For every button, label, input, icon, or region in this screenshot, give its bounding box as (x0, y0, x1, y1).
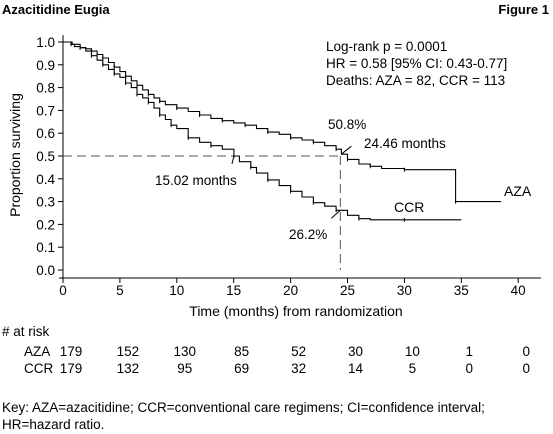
ccr-median-months: 15.02 months (155, 173, 237, 188)
x-tick-label: 30 (397, 283, 412, 298)
y-tick-label: 1.0 (36, 35, 55, 50)
key-line-2: HR=hazard ratio. (2, 417, 105, 432)
at-risk-value: 0 (466, 361, 474, 376)
x-tick-label: 15 (226, 283, 241, 298)
at-risk-value: 179 (60, 344, 83, 359)
at-risk-value: 32 (291, 361, 306, 376)
at-risk-value: 52 (291, 344, 306, 359)
figure-label: Figure 1 (498, 2, 549, 17)
x-tick-label: 10 (169, 283, 184, 298)
at-risk-value: 130 (174, 344, 197, 359)
at-risk-label-ccr: CCR (24, 361, 53, 376)
y-tick-label: 0.5 (36, 149, 55, 164)
at-risk-value: 5 (409, 361, 417, 376)
ccr-series-label: CCR (394, 199, 424, 215)
x-tick-label: 40 (511, 283, 526, 298)
stats-hr: HR = 0.58 [95% CI: 0.43-0.77] (326, 56, 507, 71)
at-risk-value: 14 (348, 361, 364, 376)
y-axis-label: Proportion surviving (7, 93, 23, 217)
y-tick-label: 0.1 (36, 240, 55, 255)
ccr-percent-at-aza-median: 26.2% (289, 227, 327, 242)
at-risk-value: 1 (466, 344, 474, 359)
at-risk-label-aza: AZA (24, 344, 50, 359)
y-tick-label: 0.0 (36, 263, 55, 278)
at-risk-value: 152 (117, 344, 140, 359)
y-tick-label: 0.8 (36, 81, 55, 96)
x-tick-label: 20 (283, 283, 298, 298)
at-risk-value: 95 (177, 361, 192, 376)
survival-curves (63, 41, 502, 222)
y-tick-label: 0.2 (36, 217, 55, 232)
at-risk-value: 30 (348, 344, 363, 359)
y-tick-label: 0.9 (36, 58, 55, 73)
chart-axes: 0.0 0.1 0.2 0.3 0.4 0.5 0.6 0.7 0.8 0.9 1.0 0 5 10 15 2… (36, 35, 541, 298)
stats-deaths: Deaths: AZA = 82, CCR = 113 (326, 73, 505, 88)
at-risk-value: 132 (117, 361, 140, 376)
y-tick-label: 0.6 (36, 126, 55, 141)
aza-median-percent: 50.8% (328, 117, 366, 132)
y-tick-label: 0.4 (36, 172, 55, 187)
at-risk-title: # at risk (2, 324, 50, 339)
at-risk-value: 85 (234, 344, 249, 359)
x-tick-label: 5 (116, 283, 124, 298)
y-tick-label: 0.7 (36, 103, 55, 118)
stats-logrank: Log-rank p = 0.0001 (326, 39, 447, 54)
at-risk-value: 0 (522, 361, 530, 376)
aza-median-months: 24.46 months (364, 136, 446, 151)
survival-curve-ccr (63, 41, 462, 221)
at-risk-value: 0 (522, 344, 530, 359)
x-axis-label: Time (months) from randomization (189, 303, 402, 319)
at-risk-value: 69 (234, 361, 249, 376)
median-reference-lines (63, 145, 352, 270)
aza-series-label: AZA (504, 183, 532, 199)
key-line-1: Key: AZA=azacitidine; CCR=conventional c… (2, 400, 485, 415)
x-tick-label: 0 (59, 283, 67, 298)
aza-median-pointer (341, 145, 352, 155)
ccr-percent-pointer (331, 209, 341, 219)
x-tick-label: 25 (340, 283, 355, 298)
chart-annotations: Proportion surviving Time (months) from … (7, 39, 532, 319)
figure-key: Key: AZA=azacitidine; CCR=conventional c… (2, 399, 547, 433)
at-risk-value: 179 (60, 361, 83, 376)
survival-curve-aza (63, 41, 502, 203)
header-title: Azacitidine Eugia (2, 2, 110, 17)
y-tick-label: 0.3 (36, 195, 55, 210)
at-risk-value: 10 (405, 344, 420, 359)
x-tick-label: 35 (454, 283, 469, 298)
